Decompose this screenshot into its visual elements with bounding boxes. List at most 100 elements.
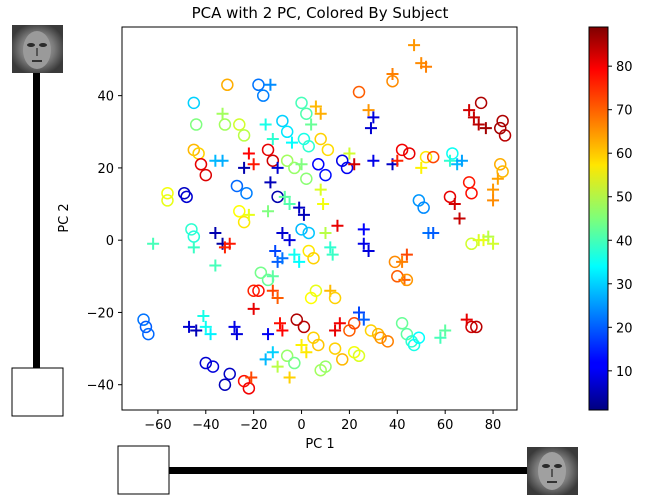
data-point bbox=[142, 327, 155, 341]
scatter-points bbox=[137, 39, 512, 395]
data-point bbox=[333, 317, 346, 330]
data-point bbox=[206, 360, 220, 373]
y-tick-label: 0 bbox=[106, 234, 114, 249]
data-point bbox=[453, 212, 466, 225]
data-point bbox=[262, 205, 275, 218]
data-point bbox=[266, 284, 279, 297]
data-point bbox=[312, 158, 325, 171]
data-point bbox=[288, 356, 301, 370]
data-point bbox=[137, 313, 150, 326]
data-point bbox=[252, 78, 265, 92]
data-point bbox=[391, 154, 404, 167]
vertical-slider[interactable] bbox=[11, 25, 64, 417]
data-point bbox=[487, 183, 500, 196]
data-point bbox=[470, 320, 483, 334]
data-point bbox=[415, 161, 428, 174]
data-point bbox=[209, 226, 222, 239]
data-point bbox=[340, 161, 354, 175]
data-point bbox=[309, 284, 323, 298]
data-point bbox=[395, 143, 409, 157]
data-point bbox=[295, 223, 308, 236]
data-point bbox=[419, 150, 433, 164]
data-point bbox=[465, 237, 478, 251]
data-point bbox=[276, 252, 289, 265]
data-point bbox=[439, 324, 452, 337]
data-point bbox=[230, 328, 243, 341]
data-point bbox=[381, 335, 394, 348]
data-point bbox=[357, 313, 370, 326]
data-point bbox=[161, 186, 174, 200]
horizontal-slider-track[interactable] bbox=[168, 467, 530, 474]
y-axis: −40 −20 0 20 40 bbox=[87, 90, 122, 394]
data-point bbox=[252, 284, 265, 298]
data-point bbox=[400, 273, 414, 287]
data-point bbox=[427, 226, 440, 239]
data-point bbox=[276, 114, 289, 128]
data-point bbox=[474, 96, 488, 110]
data-point bbox=[147, 237, 160, 250]
data-point bbox=[280, 154, 294, 167]
data-point bbox=[247, 284, 260, 298]
data-point bbox=[465, 186, 478, 200]
face-thumbnail-icon bbox=[12, 25, 63, 73]
data-point bbox=[314, 183, 327, 196]
data-point bbox=[293, 201, 306, 214]
x-tick-label: 60 bbox=[437, 418, 454, 433]
y-tick-label: −40 bbox=[87, 379, 114, 394]
data-point bbox=[228, 320, 241, 333]
data-point bbox=[276, 226, 289, 239]
data-point bbox=[276, 324, 289, 337]
vertical-slider-track[interactable] bbox=[33, 70, 40, 370]
data-point bbox=[199, 356, 213, 370]
data-point bbox=[314, 132, 327, 146]
data-point bbox=[259, 118, 272, 131]
data-point bbox=[434, 331, 447, 344]
data-point bbox=[254, 266, 268, 279]
data-point bbox=[285, 136, 298, 149]
data-point bbox=[216, 107, 229, 120]
x-axis: −60 −40 −20 0 20 40 60 80 bbox=[144, 410, 501, 433]
data-point bbox=[482, 230, 495, 243]
horizontal-slider[interactable] bbox=[117, 445, 578, 495]
data-point bbox=[305, 118, 318, 131]
data-point bbox=[446, 147, 459, 160]
data-point bbox=[180, 190, 193, 204]
y-tick-label: −20 bbox=[87, 306, 114, 321]
data-point bbox=[348, 158, 361, 171]
data-point bbox=[274, 317, 286, 330]
colorbar-tick-label: 20 bbox=[616, 321, 633, 336]
data-point bbox=[364, 122, 377, 135]
data-point bbox=[245, 371, 258, 384]
data-point bbox=[317, 198, 330, 211]
data-point bbox=[302, 139, 315, 153]
data-point bbox=[209, 259, 222, 272]
data-point bbox=[264, 176, 277, 189]
data-point bbox=[367, 111, 380, 124]
vertical-slider-handle[interactable] bbox=[11, 367, 64, 417]
data-point bbox=[496, 114, 509, 128]
data-point bbox=[319, 168, 332, 182]
data-point bbox=[364, 324, 378, 337]
data-point bbox=[309, 100, 322, 113]
colorbar-tick-label: 70 bbox=[616, 104, 633, 119]
colorbar bbox=[588, 26, 609, 411]
data-point bbox=[367, 154, 380, 167]
chart-title: PCA with 2 PC, Colored By Subject bbox=[192, 4, 449, 22]
data-point bbox=[479, 122, 492, 135]
data-point bbox=[190, 324, 203, 337]
colorbar-tick-label: 30 bbox=[616, 278, 633, 293]
data-point bbox=[395, 317, 409, 330]
horizontal-slider-handle[interactable] bbox=[117, 445, 170, 495]
data-point bbox=[463, 104, 476, 117]
data-point bbox=[491, 172, 504, 185]
data-point bbox=[283, 371, 296, 384]
data-point bbox=[283, 234, 296, 247]
data-point bbox=[288, 161, 301, 175]
data-point bbox=[238, 161, 251, 174]
data-point bbox=[199, 320, 212, 333]
data-point bbox=[278, 190, 291, 203]
data-point bbox=[353, 306, 365, 319]
data-point bbox=[290, 313, 304, 326]
x-tick-label: 0 bbox=[297, 418, 305, 433]
x-tick-label: 40 bbox=[389, 418, 406, 433]
